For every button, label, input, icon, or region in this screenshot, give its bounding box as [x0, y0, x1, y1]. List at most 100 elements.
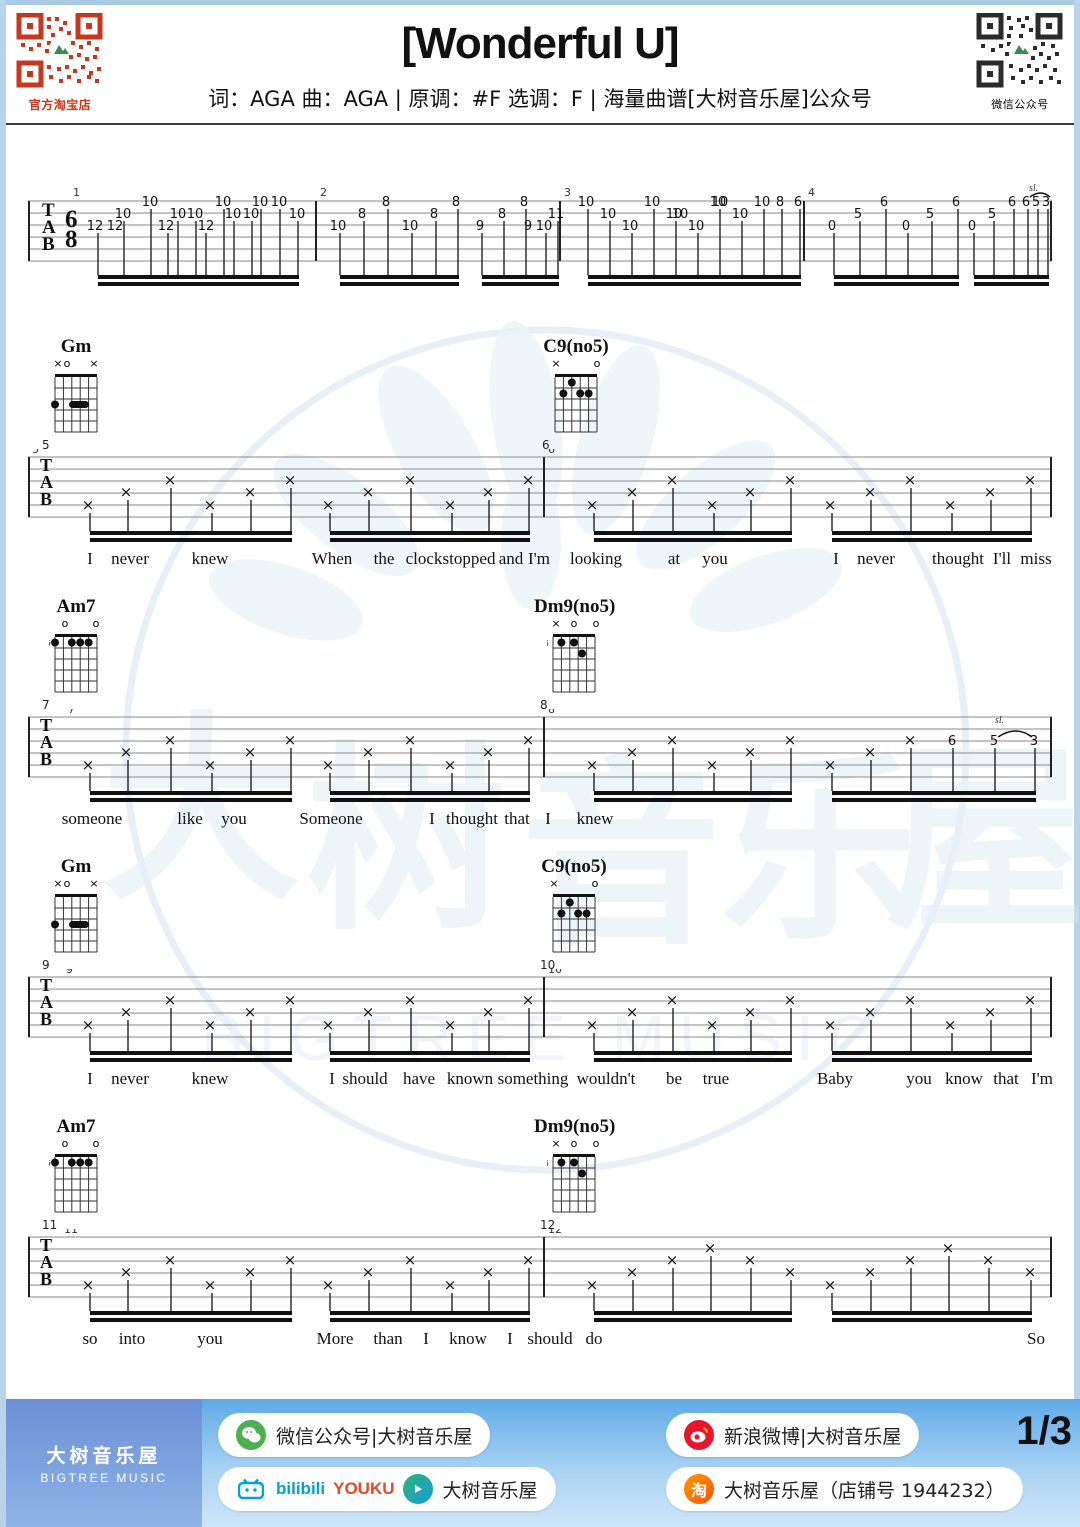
fret-position-label: 11 — [42, 1218, 58, 1232]
svg-text:×: × — [626, 1263, 639, 1281]
svg-text:×: × — [666, 991, 679, 1009]
string-markers: × o × — [53, 877, 99, 890]
svg-text:×: × — [204, 496, 217, 514]
lyric-word: wouldn't — [576, 1069, 636, 1088]
weibo-link-label: 新浪微博|大树音乐屋 — [724, 1425, 902, 1448]
slide-marking: sl. — [995, 715, 1033, 738]
lyric-word: known — [446, 1069, 494, 1088]
svg-text:×: × — [164, 991, 177, 1009]
fretboard-grid — [549, 370, 603, 436]
chord-diagram-c9no5[interactable]: C9(no5) × o — [534, 857, 614, 973]
chord-diagram-dm9no5[interactable]: Dm9(no5) × o o — [534, 1116, 616, 1233]
taobao-qr-caption: 官方淘宝店 — [28, 98, 92, 112]
svg-text:6: 6 — [65, 206, 78, 233]
lyric-word: When — [311, 549, 353, 568]
page-number: 1/3 — [1016, 1409, 1072, 1453]
chord-diagram-gm[interactable]: Gm × o × — [36, 857, 116, 973]
lyric-word: never — [111, 549, 149, 568]
fret-position-label: 9 — [42, 958, 50, 972]
svg-text:12: 12 — [548, 1229, 562, 1236]
chord-diagram-c9no5[interactable]: C9(no5) × o — [536, 337, 616, 453]
chord-diagram-gm[interactable]: Gm × o × — [36, 337, 116, 453]
svg-text:×: × — [444, 496, 457, 514]
svg-text:×: × — [666, 1251, 679, 1269]
footer: 大树音乐屋 BIGTREE MUSIC 微信公众号|大树音乐屋 — [6, 1399, 1080, 1527]
svg-text:6: 6 — [1022, 195, 1030, 210]
svg-text:×: × — [322, 1276, 335, 1294]
lyric-word: be — [665, 1069, 683, 1088]
fret-position-label: 12 — [540, 1218, 556, 1232]
svg-text:0: 0 — [968, 219, 976, 234]
lyric-word: thought — [446, 809, 498, 828]
svg-text:×: × — [904, 731, 917, 749]
fretboard-grid: 5 — [49, 1150, 103, 1216]
wechat-link[interactable]: 微信公众号|大树音乐屋 — [218, 1413, 491, 1457]
svg-text:×: × — [244, 1263, 257, 1281]
svg-text:×: × — [322, 756, 335, 774]
wechat-qr-block[interactable]: 微信公众号 — [974, 12, 1066, 112]
svg-text:×: × — [82, 1276, 95, 1294]
svg-text:10: 10 — [666, 207, 683, 222]
taobao-link[interactable]: 淘 大树音乐屋（店铺号 1944232） — [666, 1467, 1023, 1511]
brand-name-cn: 大树音乐屋 — [46, 1445, 162, 1467]
lyric-word: looking — [570, 549, 622, 568]
taobao-qr-block[interactable]: 官方淘宝店 — [14, 12, 106, 113]
svg-text:×: × — [982, 1251, 995, 1269]
svg-text:×: × — [284, 991, 297, 1009]
svg-text:12: 12 — [158, 219, 175, 234]
video-link[interactable]: bilibili YOUKU 大树音乐屋 — [218, 1467, 556, 1511]
lyric-word: have — [402, 1069, 436, 1088]
svg-text:×: × — [244, 1003, 257, 1021]
lyric-word: I — [329, 1069, 335, 1088]
svg-text:11: 11 — [64, 1229, 78, 1236]
svg-text:10: 10 — [600, 207, 617, 222]
video-link-label: 大树音乐屋 — [442, 1479, 538, 1502]
svg-text:×: × — [706, 756, 719, 774]
chord-diagram-dm9no5[interactable]: Dm9(no5) × o o — [534, 596, 616, 713]
lyric-word: into — [118, 1329, 146, 1348]
svg-text:×: × — [626, 483, 639, 501]
fretboard-grid — [49, 890, 103, 956]
svg-text:×: × — [626, 1003, 639, 1021]
svg-text:×: × — [864, 743, 877, 761]
lyric-word: that — [993, 1069, 1019, 1088]
svg-text:A: A — [40, 732, 53, 752]
svg-text:T: T — [42, 200, 55, 221]
lyric-word: never — [857, 549, 895, 568]
string-markers: × o — [549, 877, 599, 890]
svg-text:10: 10 — [672, 207, 689, 222]
svg-text:7: 7 — [68, 709, 75, 716]
svg-text:0: 0 — [828, 219, 836, 234]
svg-text:10: 10 — [225, 207, 242, 222]
weibo-link[interactable]: 新浪微博|大树音乐屋 — [666, 1413, 920, 1457]
svg-text:0: 0 — [902, 219, 910, 234]
svg-text:×: × — [904, 471, 917, 489]
svg-text:×: × — [482, 1263, 495, 1281]
svg-text:×: × — [522, 731, 535, 749]
svg-text:A: A — [42, 217, 56, 238]
svg-text:×: × — [864, 1003, 877, 1021]
svg-text:×: × — [744, 1003, 757, 1021]
lyric-word: More — [316, 1329, 354, 1348]
svg-text:12: 12 — [198, 219, 215, 234]
lyric-word: miss — [1020, 549, 1052, 568]
lyric-word: you — [906, 1069, 932, 1088]
svg-text:×: × — [666, 731, 679, 749]
svg-text:×: × — [824, 1016, 837, 1034]
chord-row-2: Gm × o × — [6, 337, 1074, 453]
svg-text:6: 6 — [794, 195, 802, 210]
svg-text:×: × — [120, 1263, 133, 1281]
fretboard-grid: 5 — [547, 1150, 601, 1216]
svg-text:B: B — [40, 1009, 52, 1029]
svg-text:×: × — [204, 1016, 217, 1034]
credits-line: 词：AGA 曲：AGA | 原调：#F 选调：F | 海量曲谱[大树音乐屋]公众… — [208, 87, 872, 111]
